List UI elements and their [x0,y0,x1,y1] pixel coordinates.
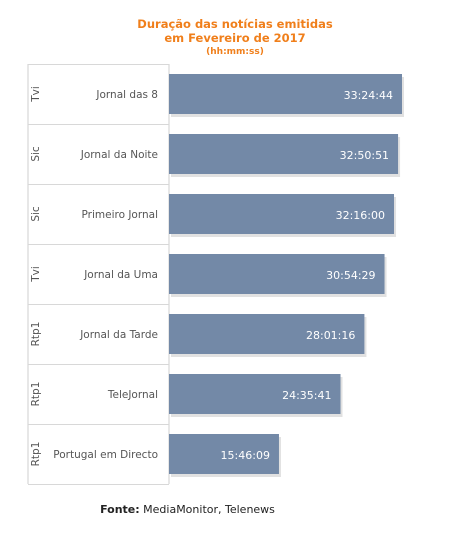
chart-title: Duração das notícias emitidas em Feverei… [137,17,333,57]
chart-subtitle: (hh:mm:ss) [206,47,264,57]
title-line-1: Duração das notícias emitidas [137,17,333,31]
category-label: TeleJornal [107,389,158,401]
category-label: Primeiro Jornal [82,209,159,221]
bar [169,254,385,294]
channel-label: Rtp1 [30,442,42,467]
category-label: Jornal da Uma [83,269,158,281]
category-label: Portugal em Directo [53,449,158,461]
source-label: Fonte: [100,503,140,516]
title-line-2: em Fevereiro de 2017 [164,31,305,45]
source-note: Fonte: MediaMonitor, Telenews [0,503,375,516]
bar-value-label: 15:46:09 [221,449,270,462]
category-label: Jornal da Tarde [79,329,158,341]
channel-label: Sic [30,206,42,222]
bar [169,434,279,474]
channel-label: Tvi [30,266,42,283]
bar-value-label: 30:54:29 [326,269,375,282]
bars: 33:24:44 32:50:51 32:16:00 30:54:29 28:01:16… [169,74,404,477]
bar-value-label: 32:50:51 [340,149,389,162]
bar [169,374,341,414]
channel-label: Rtp1 [30,322,42,347]
source-text: MediaMonitor, Telenews [139,503,275,516]
category-label: Jornal das 8 [95,89,158,101]
channel-label: Tvi [30,86,42,103]
bar [169,134,399,174]
channel-label: Rtp1 [30,382,42,407]
bar [169,314,365,354]
bar-value-label: 28:01:16 [306,329,355,342]
category-grid: Tvi Jornal das 8 Sic Jornal da Noite Sic Prim… [27,64,170,485]
bar [169,74,402,114]
channel-label: Sic [30,146,42,162]
bar [169,194,395,234]
bar-value-label: 24:35:41 [282,389,331,402]
category-label: Jornal da Noite [80,149,158,161]
bar-value-label: 32:16:00 [336,209,385,222]
bar-value-label: 33:24:44 [344,89,393,102]
